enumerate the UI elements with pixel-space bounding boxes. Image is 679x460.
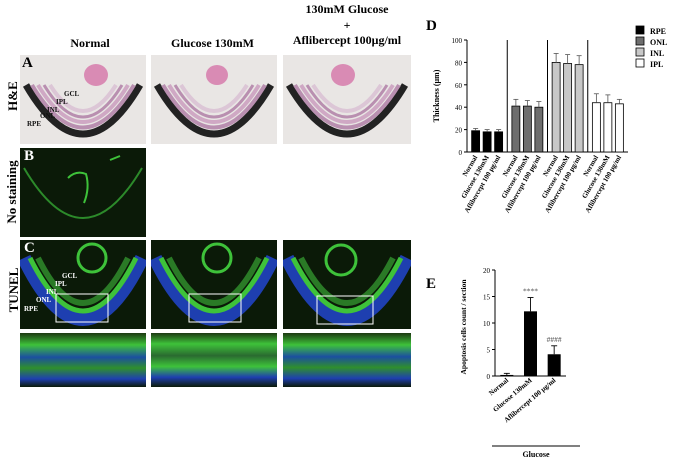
tunel-image-aflibercept [283, 240, 411, 329]
he-image-normal [20, 55, 146, 144]
legend-swatch-onl [635, 36, 645, 46]
tunel-retina-drawing [20, 242, 146, 326]
bar-inl [551, 62, 561, 153]
y-tick-label: 100 [452, 37, 463, 45]
panel-label-d: D [426, 18, 437, 34]
y-tick-label: 20 [455, 127, 463, 135]
panel-label-c: C [24, 240, 35, 256]
tunel-retina-drawing [151, 242, 277, 326]
he-retina-drawing [285, 64, 409, 138]
he-retina-drawing [22, 64, 144, 138]
y-tick-label: 60 [455, 82, 463, 90]
column-header-aflibercept: Aflibercept 100μg/ml [292, 33, 402, 47]
chart-e-apoptosis: E 0 5 10 15 20 Apoptosis cells count / section… [426, 267, 580, 459]
bar-ipl [603, 102, 613, 153]
layer-label-onl-tunel: ONL [36, 296, 52, 304]
bar-2 [524, 311, 537, 376]
panel-label-b: B [24, 148, 35, 164]
legend-label-onl: ONL [650, 38, 667, 47]
he-image-glucose [151, 55, 277, 144]
bar-rpe [482, 131, 492, 153]
legend-label-ipl: IPL [650, 60, 663, 69]
no-staining-image [20, 148, 146, 237]
he-retina-drawing [153, 65, 275, 138]
layer-label-gcl-tunel: GCL [62, 272, 78, 280]
legend-label-inl: INL [650, 49, 664, 58]
bar-rpe [494, 131, 504, 153]
column-header-glucose-aflibercept-line1: 130mM Glucose [305, 2, 389, 16]
layer-label-inl-he: INL [47, 106, 60, 114]
y-tick-label: 80 [455, 59, 463, 67]
significance-marker: **** [523, 287, 538, 296]
group-label: Glucose [522, 450, 550, 459]
significance-marker: #### [547, 335, 562, 344]
layer-label-inl-tunel: INL [46, 288, 59, 296]
tunel-zoom-aflibercept [283, 333, 411, 387]
y-tick-label: 0 [487, 373, 491, 381]
column-header-plus: + [343, 18, 351, 32]
tunel-zoom-glucose [151, 333, 277, 387]
column-header-glucose: Glucose 130mM [171, 36, 254, 50]
bar-rpe [471, 130, 481, 153]
layer-label-ipl-he: IPL [56, 98, 68, 106]
column-header-normal: Normal [70, 36, 110, 50]
legend-swatch-rpe [635, 25, 645, 35]
bar-onl [522, 105, 532, 153]
y-tick-label: 15 [483, 294, 491, 302]
tunel-image-normal [20, 240, 146, 329]
tunel-image-glucose [151, 240, 277, 329]
legend-swatch-ipl [635, 58, 645, 68]
tunel-retina-drawing [283, 243, 411, 326]
y-tick-label: 20 [483, 267, 491, 275]
y-axis-label: Thickness (μm) [432, 69, 441, 122]
layer-label-rpe-he: RPE [27, 120, 41, 128]
bar-inl [574, 64, 584, 153]
bar-3 [547, 354, 561, 376]
y-tick-label: 5 [487, 347, 491, 355]
legend-label-rpe: RPE [650, 27, 666, 36]
row-label-he: H&E [5, 81, 20, 111]
tunel-zoom-normal [20, 333, 146, 387]
y-tick-label: 10 [483, 320, 491, 328]
layer-label-ipl-tunel: IPL [55, 280, 67, 288]
bar-onl [511, 105, 521, 153]
y-tick-label: 40 [455, 104, 463, 112]
y-tick-label: 0 [459, 149, 463, 157]
bar-1 [500, 374, 514, 376]
y-axis-label: Apoptosis cells count / section [459, 279, 468, 375]
layer-label-rpe-tunel: RPE [24, 305, 38, 313]
legend-swatch-inl [635, 47, 645, 57]
layer-label-onl-he: ONL [40, 112, 56, 120]
bar-ipl [591, 102, 601, 153]
bar-onl [534, 106, 544, 153]
row-label-no-staining: No staining [4, 160, 19, 224]
autofluorescence-drawing [23, 155, 143, 219]
layer-label-gcl-he: GCL [64, 90, 80, 98]
bar-ipl [614, 103, 624, 153]
panel-label-a: A [22, 55, 33, 71]
he-image-aflibercept [283, 55, 411, 144]
panel-label-e: E [426, 276, 436, 292]
bar-inl [563, 63, 573, 153]
